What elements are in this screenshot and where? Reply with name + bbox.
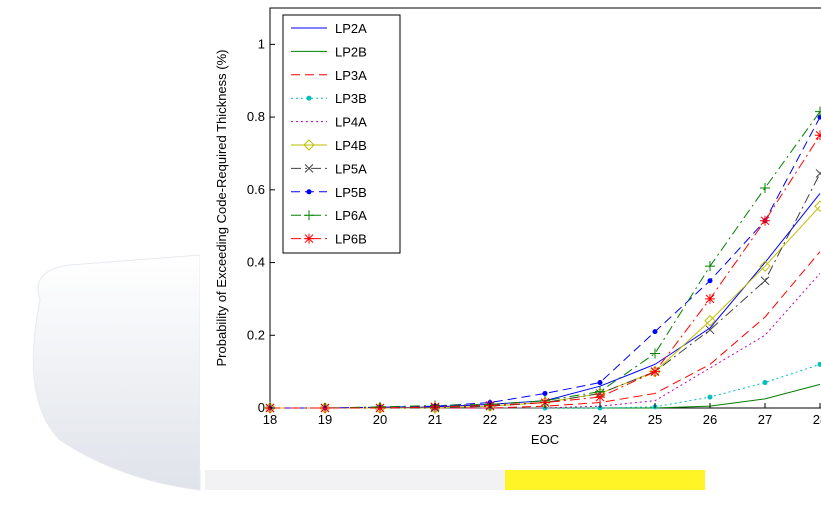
- marker-shape: [708, 278, 713, 283]
- marker-shape: [763, 380, 768, 385]
- x-tick-label: 27: [758, 412, 772, 427]
- y-tick-label: 0.8: [247, 109, 265, 124]
- marker: [595, 392, 605, 402]
- y-tick-label: 1: [258, 36, 265, 51]
- marker-shape: [543, 391, 548, 396]
- legend-label: LP2B: [335, 44, 367, 59]
- legend-label: LP2A: [335, 21, 367, 36]
- marker-shape: [595, 392, 605, 402]
- marker: [307, 189, 312, 194]
- marker: [307, 96, 312, 101]
- x-tick-label: 26: [703, 412, 717, 427]
- x-tick-label: 19: [318, 412, 332, 427]
- marker-shape: [653, 329, 658, 334]
- legend-label: LP4A: [335, 115, 367, 130]
- marker: [708, 395, 713, 400]
- marker: [760, 216, 770, 226]
- marker: [653, 329, 658, 334]
- x-tick-label: 24: [593, 412, 607, 427]
- marker-shape: [598, 380, 603, 385]
- marker: [650, 367, 660, 377]
- marker-shape: [304, 234, 314, 244]
- x-tick-label: 23: [538, 412, 552, 427]
- y-axis-label: Probability of Exceeding Code-Required T…: [214, 50, 229, 367]
- legend-label: LP5B: [335, 185, 367, 200]
- marker-shape: [307, 96, 312, 101]
- marker-shape: [708, 395, 713, 400]
- legend-label: LP5A: [335, 161, 367, 176]
- x-tick-label: 28: [813, 412, 821, 427]
- legend-label: LP6A: [335, 208, 367, 223]
- marker: [708, 278, 713, 283]
- legend-label: LP4B: [335, 138, 367, 153]
- legend-label: LP3A: [335, 68, 367, 83]
- marker-shape: [760, 216, 770, 226]
- y-tick-label: 0.4: [247, 255, 265, 270]
- marker-shape: [307, 189, 312, 194]
- background-shape: [33, 255, 200, 490]
- marker: [705, 294, 715, 304]
- legend-label: LP3B: [335, 91, 367, 106]
- y-tick-label: 0.2: [247, 327, 265, 342]
- x-axis-label: EOC: [531, 432, 559, 447]
- x-tick-label: 22: [483, 412, 497, 427]
- marker: [304, 234, 314, 244]
- y-tick-label: 0.6: [247, 182, 265, 197]
- x-tick-label: 21: [428, 412, 442, 427]
- background-shape: [205, 470, 505, 490]
- legend-label: LP6B: [335, 232, 367, 247]
- marker: [763, 380, 768, 385]
- x-tick-label: 25: [648, 412, 662, 427]
- marker-shape: [705, 294, 715, 304]
- marker: [543, 391, 548, 396]
- marker: [598, 380, 603, 385]
- background-bar: [505, 470, 705, 490]
- y-tick-label: 0: [258, 400, 265, 415]
- marker-shape: [650, 367, 660, 377]
- x-tick-label: 20: [373, 412, 387, 427]
